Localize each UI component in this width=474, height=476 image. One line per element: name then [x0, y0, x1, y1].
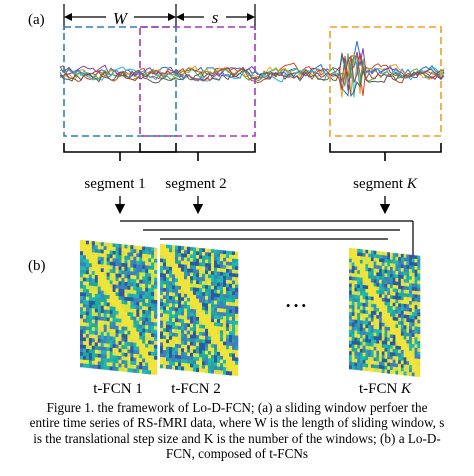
caption-line-2: entire time series of RS-fMRI data, wher…	[29, 415, 445, 431]
time-series-trace	[59, 56, 445, 98]
figure-caption: Figure 1. the framework of Lo-D-FCN; (a)…	[0, 400, 474, 462]
segment-k-text: segment	[353, 176, 407, 192]
sliding-window-k	[329, 26, 442, 137]
caption-line-1: Figure 1. the framework of Lo-D-FCN; (a)…	[46, 400, 428, 415]
segment-k-symbol: K	[406, 176, 418, 192]
tfcn-k-symbol: K	[400, 381, 412, 397]
ellipsis: • • •	[286, 298, 306, 313]
segment-1-label: segment 1	[84, 176, 145, 192]
window-length-label: W	[113, 9, 129, 28]
segment-1-brace	[63, 143, 177, 161]
segment-k-label: segment K	[353, 176, 418, 192]
sliding-window-1	[63, 26, 177, 137]
segment-2-brace	[139, 143, 256, 161]
time-series-trace	[59, 52, 445, 90]
panel-a-label: (a)	[28, 12, 45, 28]
segment-2-label: segment 2	[165, 176, 226, 192]
panel-b-label: (b)	[28, 258, 46, 274]
caption-line-4: FCN, composed of t-FCNs	[165, 446, 309, 462]
segment-k-brace	[329, 143, 442, 161]
tfcn-2-label: t-FCN 2	[171, 381, 221, 397]
tfcn-matrices	[80, 240, 421, 377]
tfcn-1-label: t-FCN 1	[93, 381, 143, 397]
step-size-label: s	[212, 8, 219, 27]
sliding-window-2	[139, 26, 256, 137]
tfcn-k-label: t-FCN K	[359, 381, 412, 397]
caption-line-3: is the translational step size and K is …	[33, 430, 441, 446]
step-size-arrow	[176, 13, 255, 21]
tfcn-matrix-k	[349, 248, 421, 377]
tfcn-k-text: t-FCN	[359, 381, 401, 397]
bold-time-series	[59, 41, 445, 98]
tfcn-matrix-2	[160, 244, 239, 376]
tfcn-matrix-1	[80, 240, 158, 375]
time-series-trace	[59, 52, 445, 98]
window-length-arrow	[64, 13, 176, 21]
